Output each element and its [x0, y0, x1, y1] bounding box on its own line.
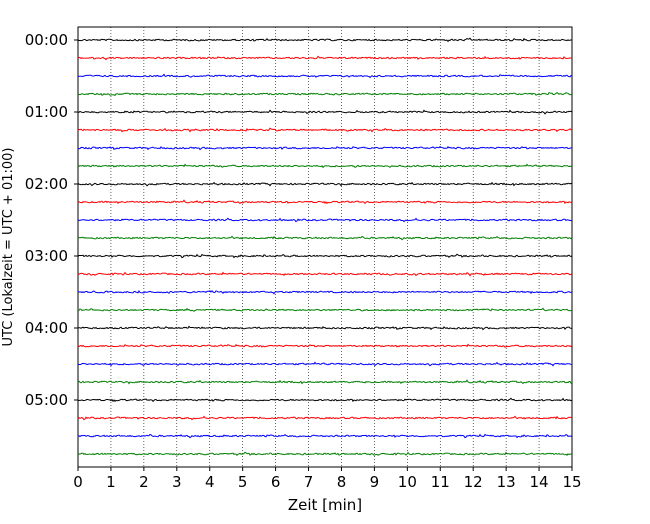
- x-tick-label-10: 10: [398, 473, 417, 491]
- x-tick-label-5: 5: [238, 473, 248, 491]
- grid-lines: [110, 27, 540, 467]
- y-tick-label: 03:00: [25, 247, 68, 265]
- trace-23: [77, 451, 573, 456]
- x-tick-label-0: 0: [73, 473, 83, 491]
- x-tick-label-4: 4: [205, 473, 215, 491]
- trace-0: [77, 37, 573, 43]
- x-tick-label-6: 6: [271, 473, 281, 491]
- trace-3: [77, 91, 573, 97]
- trace-10: [77, 217, 573, 223]
- plot-frame: [77, 26, 573, 468]
- trace-8: [77, 181, 573, 187]
- trace-5: [77, 127, 573, 133]
- trace-20: [77, 397, 573, 403]
- x-tick-label-13: 13: [497, 473, 516, 491]
- trace-9: [77, 199, 573, 205]
- x-axis-label: Zeit [min]: [288, 496, 362, 514]
- y-tick-label: 05:00: [25, 391, 68, 409]
- trace-4: [77, 109, 573, 115]
- x-tick-label-14: 14: [530, 473, 549, 491]
- trace-7: [77, 163, 573, 169]
- y-axis-label: UTC (Lokalzeit = UTC + 01:00): [1, 148, 16, 347]
- trace-2: [77, 73, 573, 79]
- trace-6: [77, 146, 573, 151]
- trace-15: [77, 307, 573, 312]
- trace-19: [77, 379, 573, 385]
- trace-11: [77, 235, 573, 241]
- x-tick-label-2: 2: [139, 473, 149, 491]
- trace-14: [77, 289, 573, 295]
- y-tick-label: 02:00: [25, 175, 68, 193]
- x-axis-ticks: 0 1 2 3 4 5 6 7 8 9 10 11 12 13 14 15: [73, 467, 582, 491]
- y-axis-ticks: 00:00 01:00 02:00 03:00 04:00 05:00: [25, 31, 78, 409]
- seismic-traces: [77, 37, 573, 456]
- y-tick-label: 00:00: [25, 31, 68, 49]
- x-tick-label-12: 12: [464, 473, 483, 491]
- x-tick-label-8: 8: [337, 473, 347, 491]
- trace-16: [77, 325, 573, 331]
- trace-22: [77, 433, 573, 439]
- trace-17: [77, 343, 573, 348]
- y-tick-label: 04:00: [25, 319, 68, 337]
- trace-12: [77, 253, 573, 259]
- x-tick-label-1: 1: [106, 473, 116, 491]
- trace-18: [77, 361, 573, 367]
- x-tick-label-15: 15: [562, 473, 581, 491]
- y-tick-label: 01:00: [25, 103, 68, 121]
- trace-13: [77, 271, 573, 277]
- x-tick-label-11: 11: [431, 473, 450, 491]
- trace-21: [77, 415, 573, 421]
- x-tick-label-3: 3: [172, 473, 182, 491]
- x-tick-label-9: 9: [370, 473, 380, 491]
- trace-1: [77, 55, 573, 61]
- x-tick-label-7: 7: [304, 473, 314, 491]
